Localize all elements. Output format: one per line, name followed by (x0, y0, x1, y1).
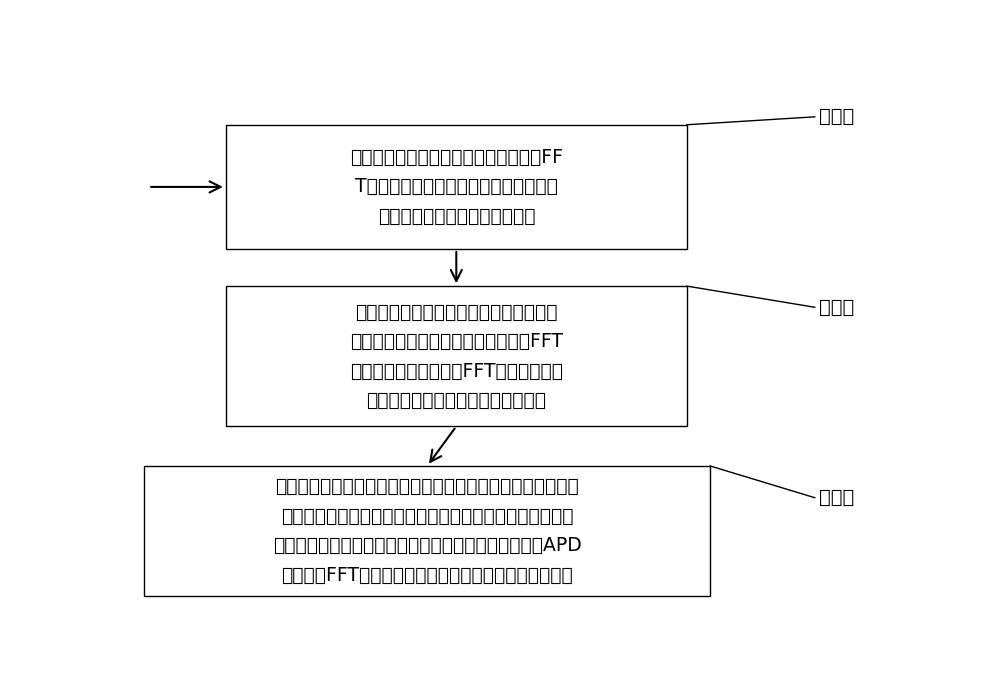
Bar (144, 466, 710, 596)
Bar (226, 286, 687, 426)
Text: 所述外差脉冲压缩式多功能激光雷达的FF
T变换模块不工作，当脉冲压缩模块输出
含有目标的距离信息的电信号时: 所述外差脉冲压缩式多功能激光雷达的FF T变换模块不工作，当脉冲压缩模块输出 含… (350, 148, 563, 226)
Bar (226, 125, 687, 249)
Text: 步骤一: 步骤一 (819, 107, 854, 126)
Text: 所述外差脉冲压缩式多功能激光雷达的线
性调频器和脉冲压缩模块停止工作，FFT
变换模块开始工作，当FFT变换模块输出
目标的速度信息以及微多普勒信息时: 所述外差脉冲压缩式多功能激光雷达的线 性调频器和脉冲压缩模块停止工作，FFT 变… (350, 302, 563, 410)
Text: 步骤三: 步骤三 (819, 488, 854, 507)
Text: 所述外差脉冲压缩式多功能激光雷达的发射天线和接收天线停
止工作，并将稳频激光器发射的激光送入本地绕行的光纤，
所述光纤输出的信号与第二反射镜反射的本地激光利用A: 所述外差脉冲压缩式多功能激光雷达的发射天线和接收天线停 止工作，并将稳频激光器发… (273, 477, 582, 585)
Text: 步骤二: 步骤二 (819, 297, 854, 317)
